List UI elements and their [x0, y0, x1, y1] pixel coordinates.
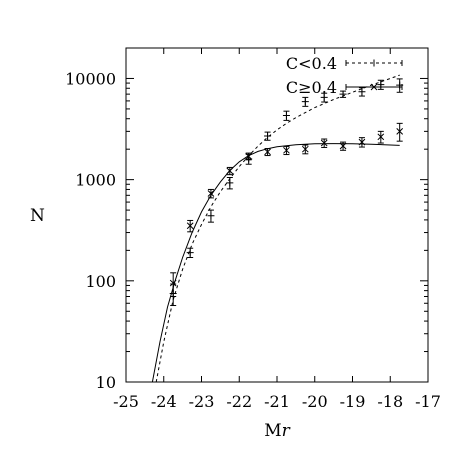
x-tick-label: -24 — [151, 392, 177, 411]
y-tick-label: 10 — [96, 373, 116, 392]
x-tick-label: -25 — [113, 392, 139, 411]
series-layer — [151, 74, 404, 382]
x-axis-title-italic: r — [282, 421, 291, 441]
data-point-plus — [320, 93, 328, 101]
x-tick-label: -23 — [189, 392, 215, 411]
x-tick-label: -17 — [415, 392, 441, 411]
data-point-x — [264, 148, 271, 156]
data-point-plus — [301, 98, 309, 106]
axis-ticks: -25 -24 -23 -22 -21 -20 -19 -18 -17 10 100 1000 1000… — [65, 47, 441, 411]
data-point-x — [339, 142, 347, 150]
x-tick-label: -22 — [226, 392, 252, 411]
data-point-plus — [358, 88, 366, 96]
x-axis-title-main: M — [264, 421, 281, 441]
y-tick-label: 100 — [85, 272, 116, 291]
data-point-x — [320, 139, 328, 147]
data-point-plus — [264, 132, 272, 140]
data-point-x — [396, 128, 404, 135]
x-tick-label: -18 — [377, 392, 403, 411]
data-point-x — [301, 145, 309, 153]
x-axis-title: Mr — [264, 421, 290, 441]
data-point-x — [245, 152, 253, 160]
legend-marker-x — [370, 83, 378, 91]
y-axis-title: N — [30, 206, 45, 226]
legend-label-1: C<0.4 — [286, 54, 337, 73]
series-fit-line-2 — [151, 143, 400, 382]
data-point-x — [358, 138, 366, 146]
data-point-plus — [186, 249, 194, 257]
plot-area-border — [125, 47, 429, 383]
data-point-x — [226, 167, 234, 175]
plot-frame — [125, 47, 429, 383]
data-point-x — [186, 222, 194, 230]
data-point-x — [169, 279, 177, 287]
data-point-x — [207, 190, 215, 197]
y-tick-label: 1000 — [75, 171, 116, 190]
y-tick-label: 10000 — [65, 69, 116, 88]
data-point-x — [283, 146, 290, 154]
data-point-plus — [339, 90, 347, 98]
x-tick-label: -21 — [264, 392, 290, 411]
data-point-x — [377, 133, 385, 141]
x-tick-label: -20 — [302, 392, 328, 411]
x-tick-label: -19 — [340, 392, 366, 411]
legend: C<0.4 C≥0.4 — [286, 54, 403, 97]
legend-label-2: C≥0.4 — [286, 78, 337, 97]
data-point-plus — [282, 112, 290, 120]
data-point-plus — [207, 212, 215, 220]
data-point-plus — [226, 179, 234, 187]
